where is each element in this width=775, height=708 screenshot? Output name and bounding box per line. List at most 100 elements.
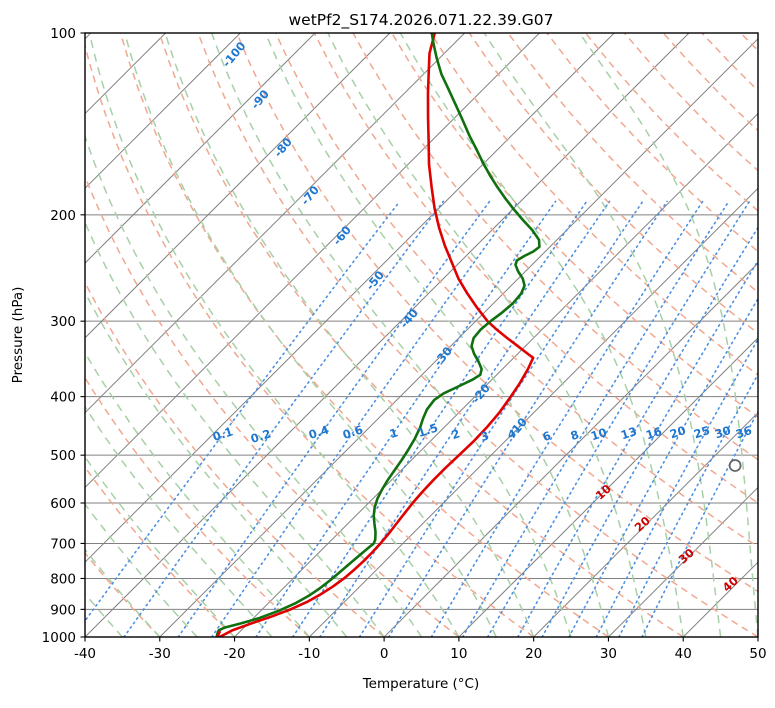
y-tick-label: 1000: [42, 630, 76, 646]
y-tick-label: 100: [50, 26, 76, 42]
dry-adiabat-line: [274, 33, 758, 548]
moist-adiabat-line: [578, 33, 758, 637]
temperature-surface-hook: [215, 630, 221, 637]
x-tick-label: 10: [450, 646, 467, 662]
dry-adiabat-line: [468, 33, 758, 335]
dry-adiabat-line: [85, 280, 385, 637]
dry-adiabat-line: [158, 33, 684, 637]
mixing-ratio-line: [387, 200, 668, 637]
x-tick-label: -40: [74, 646, 96, 662]
background-line-grid: [85, 33, 758, 637]
mixing-ratio-label: 25: [692, 423, 712, 441]
mixing-ratio-line: [595, 337, 758, 637]
ticks-layer: -40 -30 -20 -10 0 10 20 30 40 5010020030040050060…: [42, 26, 767, 662]
sounding-profiles: [215, 33, 541, 637]
mixing-ratio-label: 16: [644, 424, 664, 442]
y-tick-label: 600: [50, 496, 76, 512]
mixing-ratio-line: [430, 200, 704, 637]
mixing-ratio-line: [211, 200, 519, 637]
x-axis-label: Temperature (°C): [362, 676, 480, 692]
isotherm-line: [85, 33, 466, 414]
x-tick-label: 50: [749, 646, 766, 662]
moist-adiabat-line: [85, 548, 161, 637]
isotherm-line: [85, 33, 615, 563]
mixing-ratio-label: 6: [541, 428, 553, 444]
x-tick-label: 40: [675, 646, 692, 662]
mixing-ratio-label: 1: [388, 425, 400, 441]
mixing-ratio-line: [568, 297, 758, 637]
dry-adiabat-line: [119, 33, 609, 637]
dry-adiabat-line: [236, 33, 758, 593]
mixing-ratio-label: 4: [506, 426, 518, 442]
moist-adiabat-line: [124, 33, 497, 637]
mixing-ratio-line: [255, 200, 557, 637]
temperature-profile-line: [218, 33, 535, 637]
moist-adiabat-line: [85, 455, 236, 637]
y-tick-label: 200: [50, 208, 76, 224]
y-tick-label: 500: [50, 448, 76, 464]
y-tick-label: 300: [50, 314, 76, 330]
x-tick-label: -30: [149, 646, 171, 662]
mixing-ratio-line: [358, 200, 644, 637]
isotherm-line: [308, 187, 758, 637]
y-axis-label: Pressure (hPa): [10, 287, 26, 384]
moist-adiabat-line: [85, 134, 423, 637]
mixing-ratio-line: [541, 259, 758, 637]
moist-adiabat-line: [264, 33, 610, 637]
dry-adiabat-line: [85, 42, 535, 637]
dry-adiabat-line: [313, 33, 758, 504]
mixing-ratio-line: [177, 200, 491, 637]
isotherm-line: [234, 112, 758, 637]
dry-adiabat-line: [85, 174, 460, 637]
parcel-marker: [728, 459, 742, 472]
mixing-ratio-label: 3: [479, 428, 491, 444]
axes-layer: [84, 32, 759, 638]
x-tick-label: 30: [600, 646, 617, 662]
mixing-ratio-label: 13: [619, 424, 639, 442]
y-tick-label: 700: [50, 536, 76, 552]
x-tick-label: -10: [298, 646, 320, 662]
y-tick-label: 900: [50, 602, 76, 618]
mixing-ratio-label: 1.5: [416, 420, 440, 440]
markers-layer: [728, 459, 742, 472]
isotherm-line: [85, 33, 241, 190]
moist-adiabat-line: [399, 33, 684, 637]
dry-adiabat-line: [507, 33, 758, 294]
plot-frame: [84, 32, 759, 638]
x-tick-label: -20: [224, 646, 246, 662]
moist-adiabat-line: [210, 33, 572, 637]
dry-adiabat-line: [85, 376, 310, 637]
dry-adiabat-line: [352, 33, 758, 461]
moist-adiabat-line: [85, 405, 273, 637]
plot-background: [85, 33, 758, 637]
mixing-ratio-line: [123, 200, 445, 637]
page-title: wetPf2_S174.2026.071.22.39.G07: [289, 11, 554, 30]
isotherm-line: [85, 33, 540, 489]
moist-adiabat-line: [85, 502, 198, 637]
mixing-ratio-label: 0.4: [307, 422, 331, 442]
moist-adiabat-line: [88, 33, 460, 637]
mixing-ratio-line: [517, 226, 758, 637]
y-tick-label: 800: [50, 571, 76, 587]
mixing-ratio-label: 8: [569, 427, 581, 443]
mixing-ratio-label: 36: [734, 423, 754, 441]
y-tick-label: 400: [50, 390, 76, 406]
isotherm-line: [533, 411, 758, 637]
dewpoint-profile-line: [215, 33, 541, 637]
mixing-ratio-line: [292, 200, 588, 637]
x-tick-label: 20: [525, 646, 542, 662]
mixing-ratio-label: 20: [668, 423, 688, 441]
isotherm-line: [85, 33, 391, 339]
mixing-ratio-label: 2: [450, 426, 462, 442]
dry-adiabat-line: [391, 33, 758, 418]
mixing-ratio-label: 10: [589, 425, 609, 443]
mixing-ratio-label: 0.6: [341, 422, 365, 442]
isotherm-line: [85, 33, 316, 264]
mixing-ratio-label: 0.1: [211, 424, 235, 444]
mixing-ratio-label: 0.2: [249, 426, 273, 446]
mixing-ratio-label: 30: [713, 423, 733, 441]
moist-adiabat-line: [85, 351, 310, 637]
moist-adiabat-line: [327, 33, 647, 637]
moist-adiabat-line: [164, 33, 535, 637]
